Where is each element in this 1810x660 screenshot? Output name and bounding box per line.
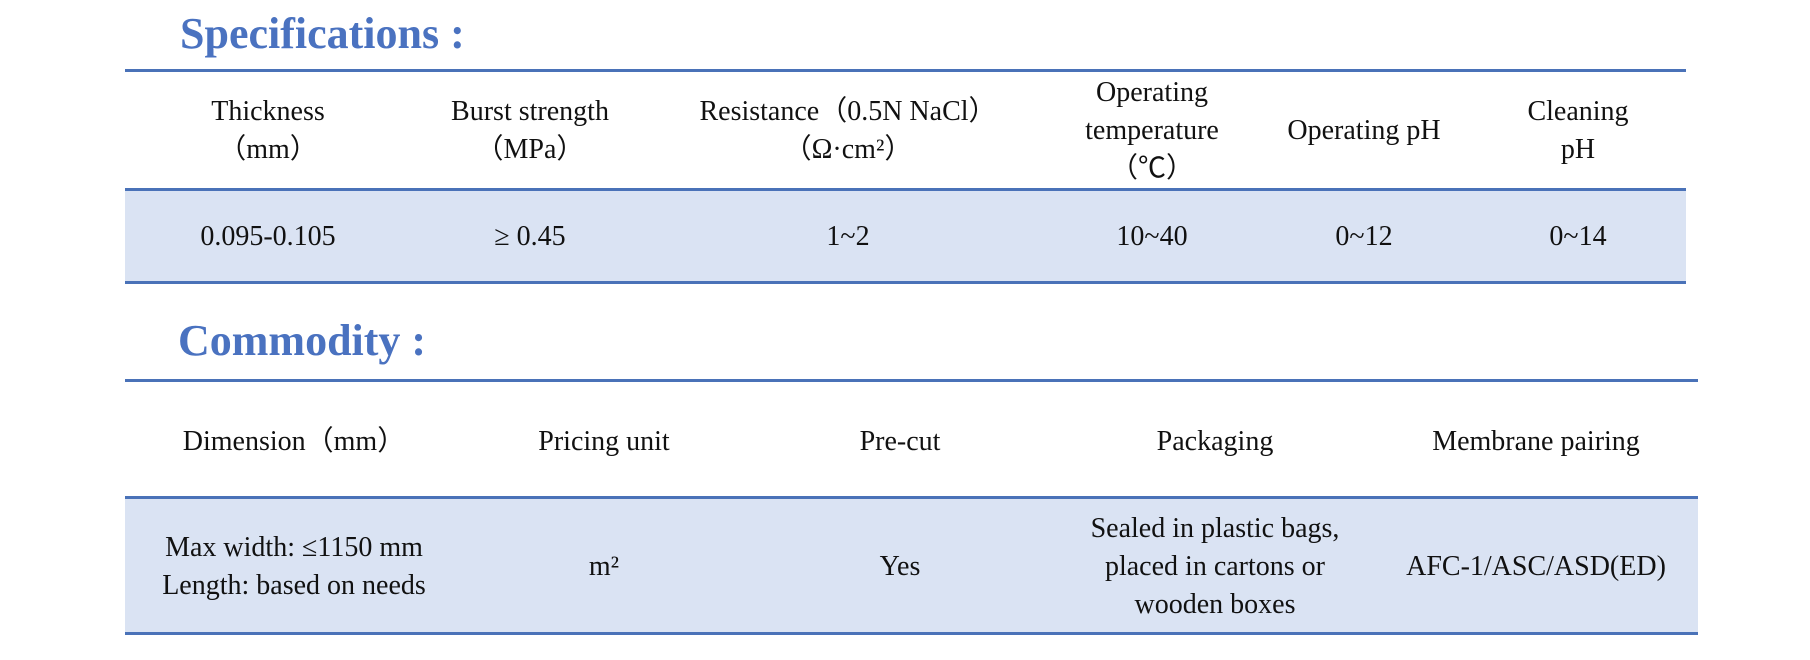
header-cell: Operating temperature （℃） (1085, 74, 1219, 188)
table-rule (125, 69, 1686, 72)
header-cell: Pricing unit (538, 423, 669, 461)
data-cell: Sealed in plastic bags, placed in cartons… (1091, 510, 1340, 624)
cell-line: （mm） (218, 134, 318, 165)
cell-line: 0~12 (1335, 221, 1393, 252)
cell-line: Length: based on needs (162, 570, 426, 601)
data-cell: 0.095-0.105 (200, 218, 335, 256)
section-title: Specifications : (180, 9, 465, 58)
table-rule (125, 496, 1698, 499)
header-cell: Thickness （mm） (211, 93, 325, 169)
table-rule (125, 379, 1698, 382)
cell-line: （Ω·cm²） (783, 134, 913, 165)
cell-line: （MPa） (475, 134, 585, 165)
cell-line: Operating (1096, 77, 1208, 108)
cell-line: 1~2 (826, 221, 870, 252)
data-cell: ≥ 0.45 (494, 218, 565, 256)
cell-line: Packaging (1156, 426, 1274, 457)
cell-line: Membrane pairing (1432, 426, 1640, 457)
header-cell: Dimension（mm） (183, 423, 405, 461)
cell-line: 0~14 (1549, 221, 1607, 252)
cell-line: Yes (879, 551, 921, 582)
data-cell: Yes (880, 548, 921, 586)
cell-line: m² (588, 551, 620, 582)
cell-line: AFC-1/ASC/ASD(ED) (1406, 551, 1666, 582)
row-band (125, 498, 1698, 634)
header-cell: Membrane pairing (1432, 423, 1640, 461)
data-cell: 10~40 (1116, 218, 1187, 256)
header-cell: Packaging (1157, 423, 1274, 461)
header-cell: Burst strength （MPa） (451, 93, 609, 169)
cell-line: Operating pH (1287, 115, 1441, 146)
cell-line: Pricing unit (538, 426, 670, 457)
cell-line: Burst strength (451, 96, 609, 127)
table-rule (125, 188, 1686, 191)
header-cell: Pre-cut (860, 423, 941, 461)
cell-line: 10~40 (1116, 221, 1188, 252)
cell-line: pH (1560, 134, 1596, 165)
data-cell: 1~2 (826, 218, 869, 256)
row-band (125, 190, 1686, 283)
table-rule (125, 632, 1698, 635)
section-title: Commodity : (178, 316, 427, 365)
cell-line: Max width: ≤1150 mm (165, 532, 423, 563)
cell-line: （℃） (1109, 153, 1195, 184)
data-cell: Max width: ≤1150 mm Length: based on need… (162, 529, 426, 605)
table-rule (125, 281, 1686, 284)
cell-line: Cleaning (1527, 96, 1629, 127)
header-cell: Operating pH (1287, 112, 1440, 150)
cell-line: Dimension（mm） (182, 426, 406, 457)
cell-line: placed in cartons or (1104, 551, 1326, 582)
cell-line: Resistance（0.5N NaCl） (699, 96, 997, 127)
cell-line: Pre-cut (859, 426, 941, 457)
header-cell: Resistance（0.5N NaCl） （Ω·cm²） (699, 93, 996, 169)
data-cell: 0~14 (1549, 218, 1606, 256)
cell-line: 0.095-0.105 (200, 221, 336, 252)
cell-line: Sealed in plastic bags, (1090, 513, 1340, 544)
cell-line: Thickness (211, 96, 325, 127)
cell-line: ≥ 0.45 (494, 221, 566, 252)
data-cell: 0~12 (1335, 218, 1392, 256)
header-cell: Cleaning pH (1527, 93, 1628, 169)
data-cell: m² (589, 548, 619, 586)
data-cell: AFC-1/ASC/ASD(ED) (1406, 548, 1666, 586)
cell-line: wooden boxes (1134, 589, 1296, 620)
cell-line: temperature (1085, 115, 1219, 146)
